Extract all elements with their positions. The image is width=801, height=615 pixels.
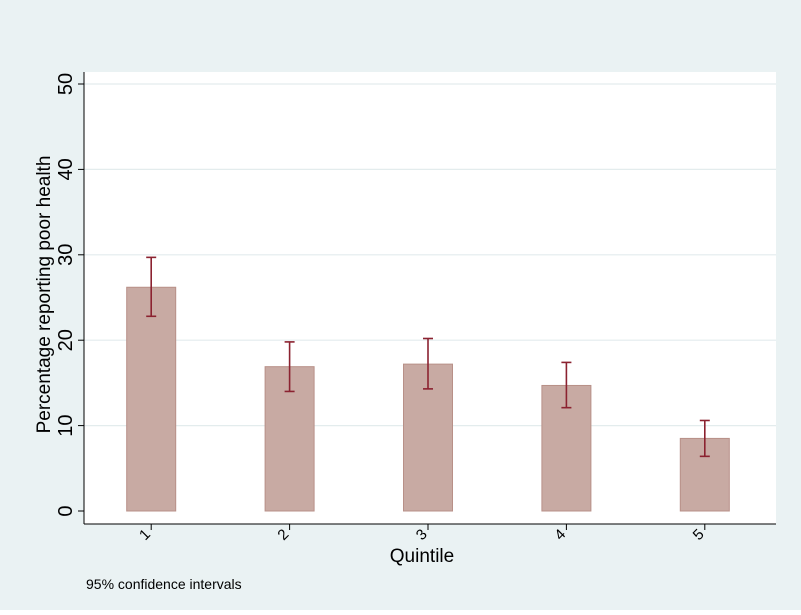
- y-tick-label: 30: [55, 244, 77, 266]
- error-bar-3: [423, 337, 433, 390]
- x-axis-label: Quintile: [390, 546, 454, 567]
- error-bars: [146, 256, 710, 458]
- bars: [126, 286, 730, 512]
- error-bar-1: [146, 256, 157, 318]
- y-tick-label: 40: [55, 158, 77, 180]
- axes: [78, 72, 776, 530]
- chart-note: 95% confidence intervals: [86, 576, 242, 592]
- y-tick-label: 50: [55, 73, 77, 95]
- y-tick-label: 10: [55, 414, 77, 436]
- error-bar-5: [699, 419, 710, 458]
- error-bar-2: [284, 341, 295, 393]
- y-axis-label: Percentage reporting poor health: [34, 156, 55, 434]
- y-tick-label: 0: [55, 505, 77, 516]
- bar-1: [126, 286, 177, 512]
- y-tick-label: 20: [55, 329, 77, 351]
- error-bar-4: [561, 361, 572, 409]
